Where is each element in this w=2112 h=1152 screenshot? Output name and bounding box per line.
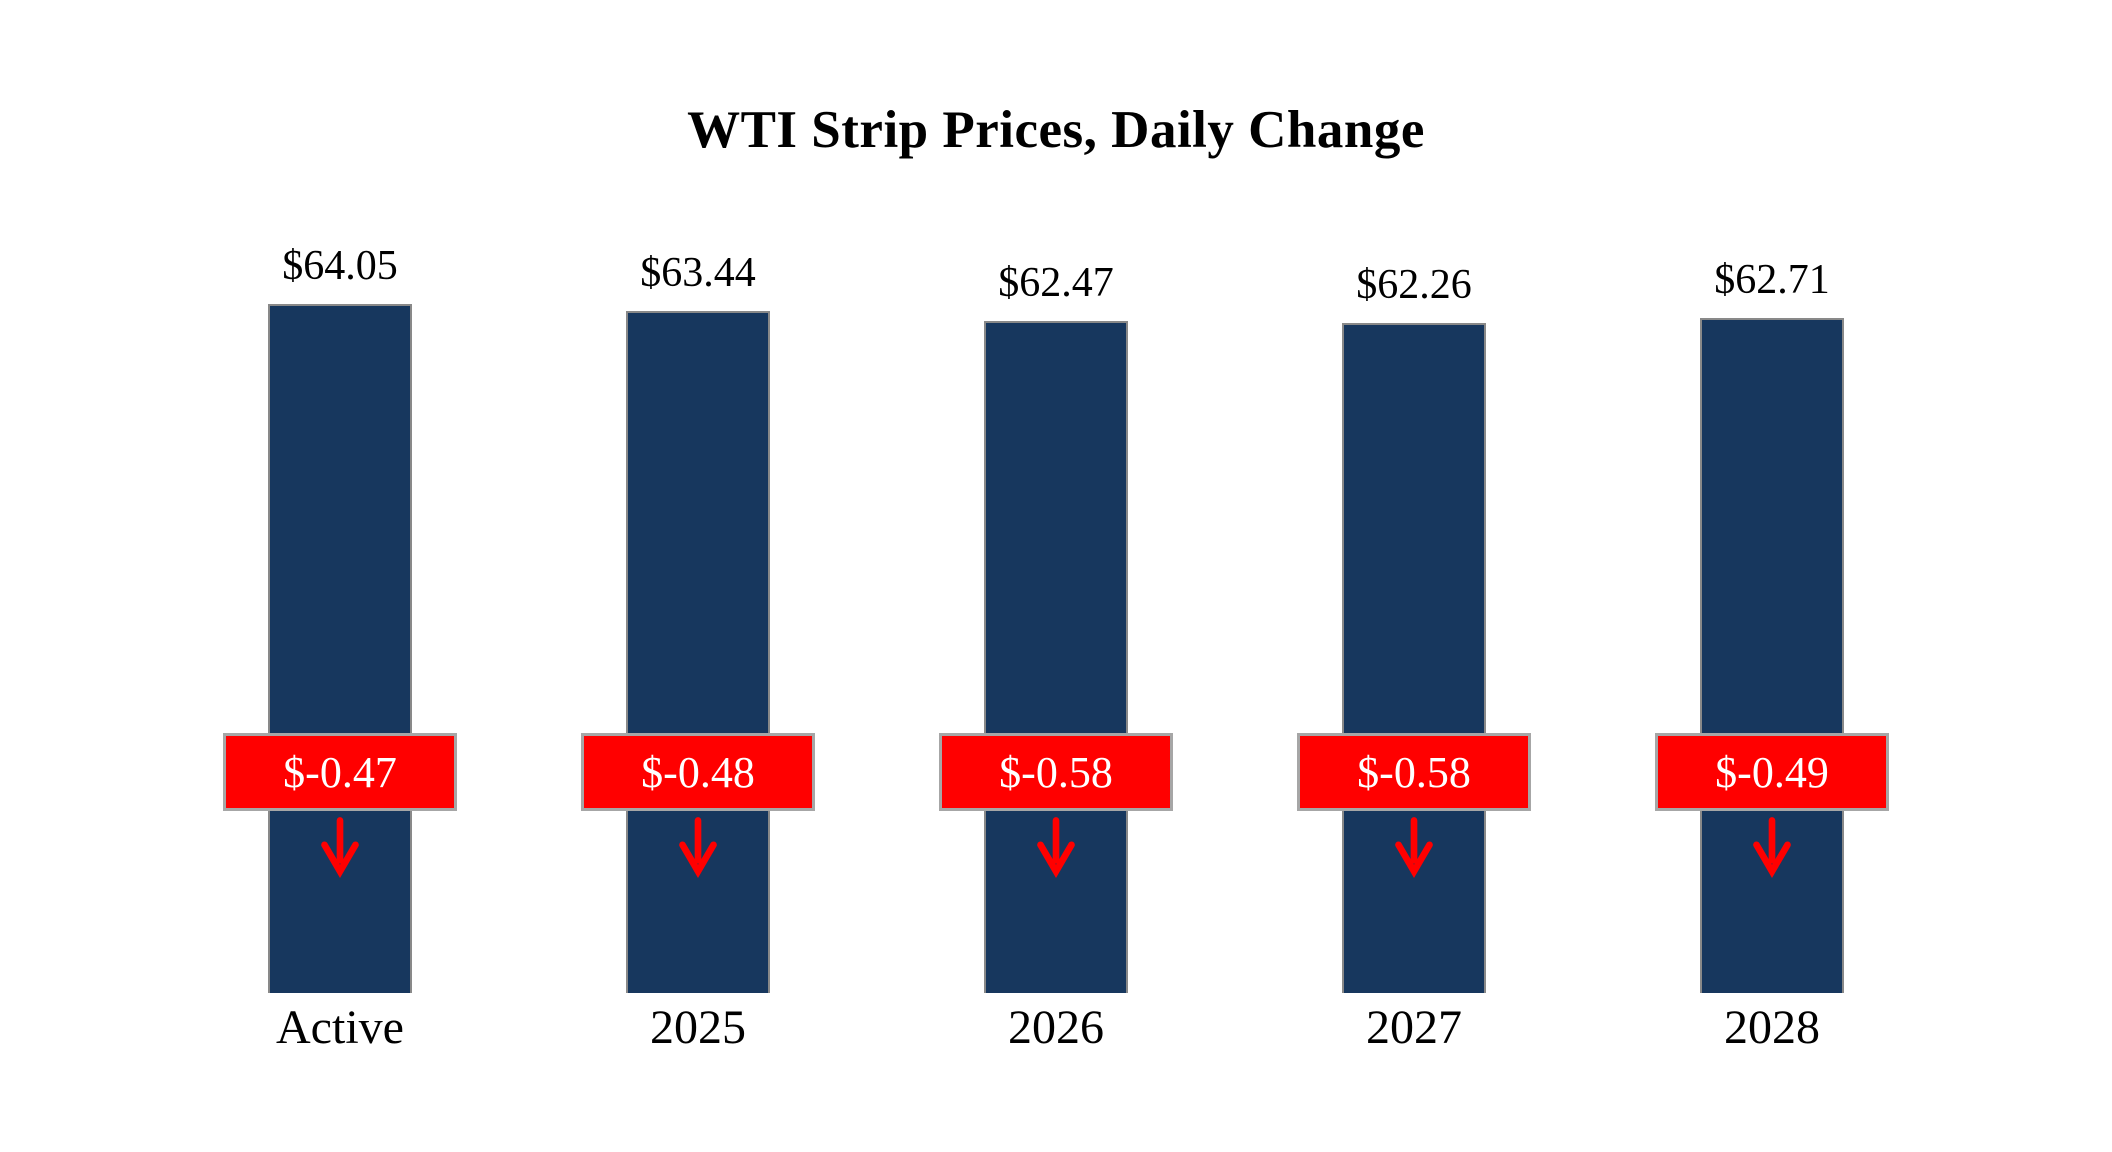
down-arrow-icon bbox=[1753, 817, 1791, 878]
category-label: 2027 bbox=[1366, 1001, 1462, 1054]
bar-value-label: $62.26 bbox=[1356, 262, 1472, 309]
bars-area: $64.05 $-0.47 $63.44 $-0.48 $62.47 $-0.5 bbox=[161, 180, 1951, 993]
daily-change-label: $-0.47 bbox=[283, 747, 397, 797]
bar-group-2026: $62.47 $-0.58 bbox=[877, 180, 1235, 993]
daily-change-label: $-0.48 bbox=[641, 747, 755, 797]
bar bbox=[1700, 318, 1844, 993]
bar-group-2027: $62.26 $-0.58 bbox=[1235, 180, 1593, 993]
daily-change-badge: $-0.47 bbox=[223, 733, 457, 811]
daily-change-badge: $-0.48 bbox=[581, 733, 815, 811]
down-arrow-icon bbox=[679, 817, 717, 878]
daily-change-badge: $-0.58 bbox=[939, 733, 1173, 811]
bar-value-label: $62.71 bbox=[1714, 257, 1830, 304]
daily-change-badge: $-0.58 bbox=[1297, 733, 1531, 811]
bar-value-label: $62.47 bbox=[998, 260, 1114, 306]
daily-change-label: $-0.58 bbox=[999, 747, 1113, 797]
bar bbox=[1342, 323, 1486, 993]
category-axis: Active 2025 2026 2027 2028 bbox=[161, 1000, 1951, 1055]
category-label: Active bbox=[276, 1001, 404, 1054]
category-label: 2025 bbox=[650, 1001, 746, 1054]
down-arrow-icon bbox=[321, 817, 359, 878]
daily-change-badge: $-0.49 bbox=[1655, 733, 1889, 811]
chart-title: WTI Strip Prices, Daily Change bbox=[687, 101, 1425, 159]
category-label: 2028 bbox=[1724, 1001, 1820, 1054]
down-arrow-icon bbox=[1037, 817, 1075, 878]
bar-value-label: $63.44 bbox=[640, 249, 756, 296]
down-arrow-icon bbox=[1395, 817, 1433, 878]
bar bbox=[268, 304, 412, 993]
bar-value-label: $64.05 bbox=[282, 243, 398, 289]
bar-group-active: $64.05 $-0.47 bbox=[161, 180, 519, 993]
bar bbox=[626, 310, 770, 993]
bar bbox=[984, 321, 1128, 993]
category-label: 2026 bbox=[1008, 1001, 1104, 1054]
bar-group-2025: $63.44 $-0.48 bbox=[519, 180, 877, 993]
bar-group-2028: $62.71 $-0.49 bbox=[1593, 180, 1951, 993]
daily-change-label: $-0.49 bbox=[1715, 747, 1829, 797]
daily-change-label: $-0.58 bbox=[1357, 747, 1471, 797]
